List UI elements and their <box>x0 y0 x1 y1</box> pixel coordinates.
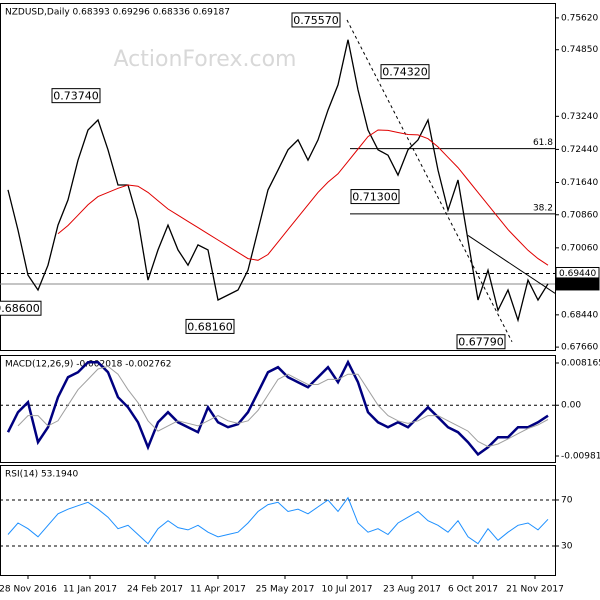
y-tick-label: 0.72440 <box>561 145 598 155</box>
y-tick-label: 0.67660 <box>561 343 598 353</box>
panel-frame <box>0 3 556 351</box>
annotation-box <box>291 12 341 28</box>
panel-title: MACD(12,26,9) -0.002018 -0.002762 <box>5 360 171 370</box>
annotation-box <box>380 64 430 80</box>
x-tick-label: 11 Jan 2017 <box>63 585 117 595</box>
y-tick-label: 0.00 <box>561 401 581 411</box>
annotation-box <box>0 300 42 316</box>
series-line <box>6 359 549 457</box>
fib-label: 61.8 <box>533 138 553 148</box>
series-line <box>17 365 549 448</box>
annotation-label: 0.74320 <box>382 66 428 79</box>
y-tick-label: 0.75620 <box>561 13 598 23</box>
series-line <box>7 39 549 323</box>
x-tick-label: 23 Aug 2017 <box>383 585 441 595</box>
trendline <box>467 235 556 294</box>
annotation-box <box>51 88 101 104</box>
panel-title: NZDUSD,Daily 0.68393 0.69296 0.68336 0.6… <box>5 8 230 18</box>
level-label: 0.69187 <box>559 279 596 289</box>
x-tick-label: 28 Nov 2016 <box>0 585 57 595</box>
series-line <box>7 496 549 545</box>
level-box <box>555 277 600 291</box>
panel-frame <box>0 465 556 576</box>
annotation-label: 0.75570 <box>293 14 339 27</box>
fib-label: 38.2 <box>533 203 553 213</box>
y-tick-label: 0.008165 <box>561 358 600 368</box>
y-tick-label: 0.71640 <box>561 178 598 188</box>
x-tick-label: 11 Apr 2017 <box>190 585 246 595</box>
panel-title: RSI(14) 53.1940 <box>5 470 78 480</box>
level-label: 0.69440 <box>559 269 596 279</box>
y-tick-label: 30 <box>561 542 573 552</box>
annotation-label: 0.73740 <box>53 90 99 103</box>
x-tick-label: 24 Feb 2017 <box>127 585 183 595</box>
watermark: ActionForex.com <box>114 47 297 72</box>
annotation-box <box>185 318 235 334</box>
trendline <box>346 19 513 342</box>
series-line <box>57 129 549 266</box>
annotation-label: 0.67790 <box>458 336 504 349</box>
y-tick-label: 0.74850 <box>561 45 598 55</box>
annotation-label: 0.68160 <box>187 320 233 333</box>
x-tick-label: 21 Nov 2017 <box>506 585 564 595</box>
x-tick-label: 6 Oct 2017 <box>448 585 498 595</box>
annotation-box <box>350 189 400 205</box>
x-tick-label: 25 May 2017 <box>256 585 315 595</box>
annotation-box <box>456 334 506 350</box>
x-tick-label: 10 Jul 2017 <box>322 585 373 595</box>
annotation-label: 0.68600 <box>0 302 40 315</box>
y-tick-label: 0.68440 <box>561 310 598 320</box>
y-tick-label: 0.70860 <box>561 210 598 220</box>
y-tick-label: 70 <box>561 495 573 505</box>
y-tick-label: 0.73240 <box>561 112 598 122</box>
y-tick-label: 0.70060 <box>561 243 598 253</box>
y-tick-label: -0.009812 <box>561 452 600 462</box>
panel-frame <box>0 355 556 463</box>
annotation-label: 0.71300 <box>352 191 398 204</box>
